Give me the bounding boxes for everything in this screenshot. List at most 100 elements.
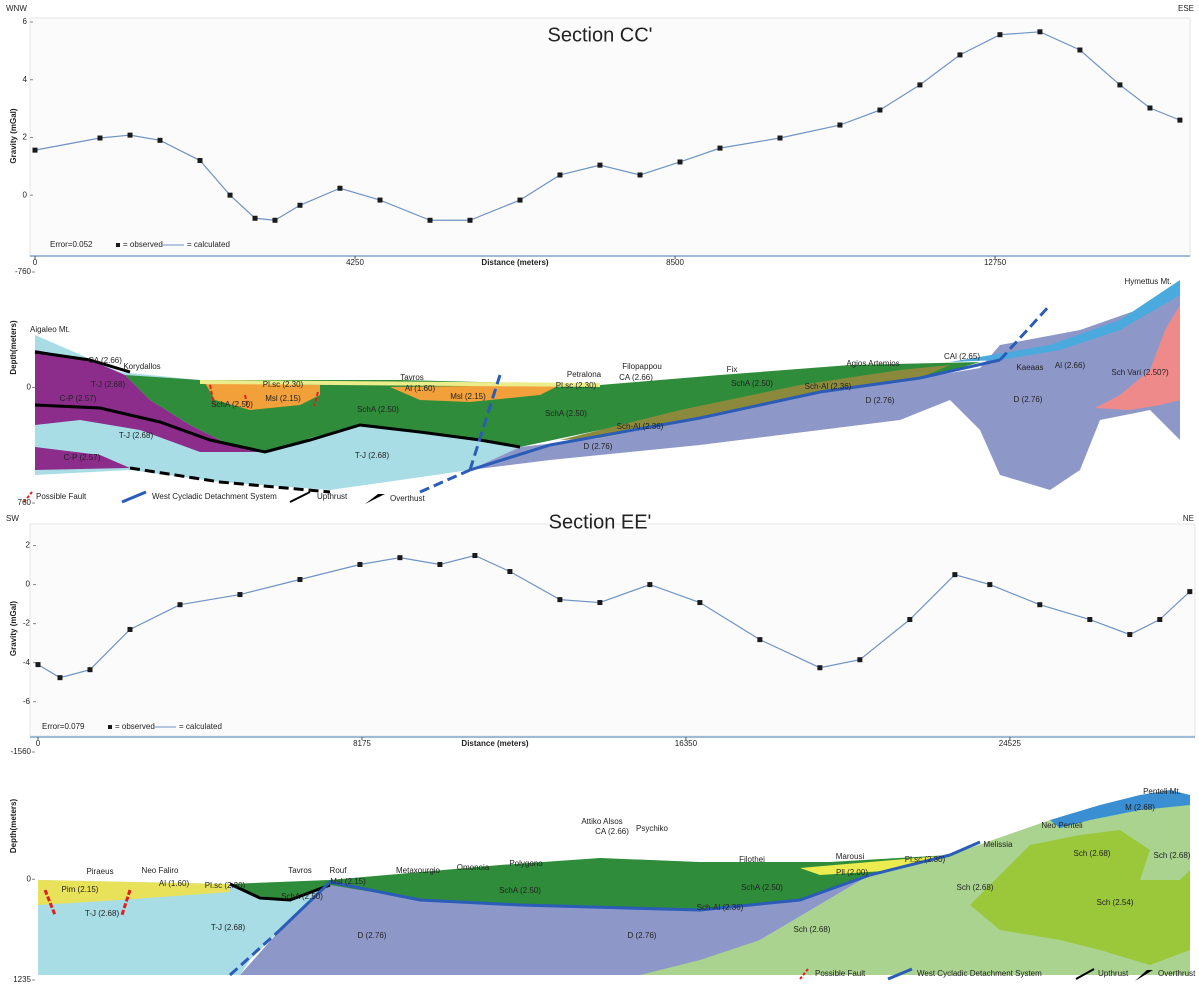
- legend-label: = observed: [123, 240, 163, 249]
- legend-label: Possible Fault: [36, 492, 87, 501]
- observed-point: [597, 162, 603, 168]
- unit-label: Sch (2.68): [1154, 851, 1191, 860]
- observed-point: [237, 592, 243, 598]
- unit-label: Sch (2.54): [1097, 898, 1134, 907]
- unit-label: SchA (2.50): [731, 379, 773, 388]
- unit-label: SchA (2.50): [281, 892, 323, 901]
- observed-point: [837, 122, 843, 128]
- observed-point: [987, 582, 993, 588]
- y-axis-label: Gravity (mGal): [9, 601, 18, 656]
- observed-point: [647, 582, 653, 588]
- observed-point: [1087, 617, 1093, 623]
- observed-point: [177, 602, 183, 608]
- observed-point: [127, 626, 133, 632]
- unit-al: [950, 280, 1180, 362]
- direction-label: ESE: [1178, 4, 1194, 13]
- unit-label: Melissia: [984, 840, 1013, 849]
- y-tick-label: 4: [23, 75, 28, 84]
- direction-label: WNW: [6, 4, 27, 13]
- unit-label: Sch-Al (2.36): [617, 422, 664, 431]
- y-axis-label: Gravity (mGal): [9, 108, 18, 163]
- unit-cp: [35, 350, 265, 452]
- thrust: [34, 403, 521, 454]
- observed-point: [757, 637, 763, 643]
- observed-point: [1187, 589, 1193, 595]
- observed-point: [917, 82, 923, 88]
- unit-label: Neo Faliro: [142, 866, 179, 875]
- y-tick-label: -6: [23, 697, 31, 706]
- unit-label: SchA (2.50): [211, 400, 253, 409]
- unit-label: SchA (2.50): [499, 886, 541, 895]
- detachment: [469, 358, 1001, 472]
- detachment: [949, 840, 981, 857]
- y-tick-label: -760: [15, 267, 32, 276]
- chart-title: Section EE': [549, 511, 652, 533]
- fault: [313, 391, 319, 407]
- cross-section-ee: [38, 790, 1190, 981]
- unit-msl: [390, 385, 560, 402]
- detachment: [998, 303, 1052, 362]
- observed-point: [1147, 105, 1153, 111]
- unit-label: Aigaleo Mt.: [30, 325, 70, 334]
- unit-label: Sch-Al (2.36): [697, 903, 744, 912]
- unit-label: D (2.76): [584, 442, 613, 451]
- unit-label: Fix: [727, 365, 738, 374]
- observed-point: [57, 675, 63, 681]
- observed-point: [377, 197, 383, 203]
- x-tick-label: 0: [36, 739, 41, 748]
- unit-label: SchA (2.50): [741, 883, 783, 892]
- cross-section-cc: [23, 280, 1180, 504]
- unit-label: Tavros: [400, 373, 424, 382]
- observed-point: [717, 145, 723, 151]
- observed-point: [557, 172, 563, 178]
- legend-marker: [108, 725, 112, 729]
- observed-point: [427, 217, 433, 223]
- observed-point: [157, 137, 163, 143]
- legend-symbol: [289, 491, 311, 503]
- unit-label: T-J (2.68): [119, 431, 154, 440]
- unit-label: Pl.sc (2.30): [205, 881, 246, 890]
- unit-pll: [800, 856, 940, 875]
- legend-symbol: [799, 968, 809, 980]
- detachment: [468, 374, 502, 471]
- y-tick-label: -4: [23, 658, 31, 667]
- y-tick-label: -2: [23, 619, 31, 628]
- unit-schal: [560, 365, 950, 440]
- unit-label: D (2.76): [1014, 395, 1043, 404]
- observed-point: [857, 657, 863, 663]
- observed-point: [397, 555, 403, 561]
- observed-point: [517, 197, 523, 203]
- direction-label: SW: [6, 514, 19, 523]
- unit-label: Sch-Al (2.36): [805, 382, 852, 391]
- unit-label: Sch Vari (2.50?): [1111, 368, 1169, 377]
- unit-label: Korydallos: [123, 362, 160, 371]
- y-tick-label: 760: [18, 498, 32, 507]
- unit-label: Metaxourgio: [396, 866, 441, 875]
- fault: [43, 889, 57, 916]
- legend-symbol: [887, 967, 913, 981]
- gravity-panel: [29, 523, 1196, 737]
- unit-label: CA (2.66): [88, 356, 122, 365]
- unit-sch-254: [970, 830, 1190, 965]
- observed-point: [97, 135, 103, 141]
- observed-point: [297, 577, 303, 583]
- observed-point: [677, 159, 683, 165]
- x-tick-label: 8175: [353, 739, 371, 748]
- thrust: [229, 882, 331, 902]
- unit-label: Pll (2.00): [836, 868, 868, 877]
- unit-label: SchA (2.50): [545, 409, 587, 418]
- unit-label: D (2.76): [866, 396, 895, 405]
- observed-point: [597, 600, 603, 606]
- fit-error: Error=0.079: [42, 722, 85, 731]
- unit-label: Hymettus Mt.: [1124, 277, 1171, 286]
- observed-point: [32, 147, 38, 153]
- unit-m: [1050, 790, 1190, 828]
- x-axis-label: Distance (meters): [461, 739, 528, 748]
- unit-scha: [230, 855, 950, 910]
- unit-cp: [35, 447, 130, 470]
- detachment: [228, 928, 282, 977]
- unit-plsc: [200, 380, 600, 387]
- y-tick-label: -1560: [11, 747, 32, 756]
- fault: [244, 394, 249, 409]
